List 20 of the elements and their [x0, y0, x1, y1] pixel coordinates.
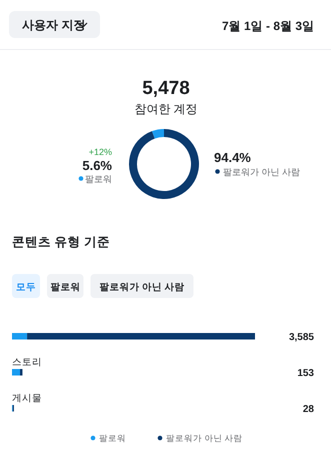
text: +12%	[88, 147, 112, 157]
data-label: 94.4%	[214, 150, 252, 165]
legend-label: 팔로워	[99, 433, 126, 443]
text: 153	[297, 368, 314, 379]
legend-label: 팔로워가 아닌 사람	[223, 167, 300, 177]
y-tick-label: 게시물	[12, 393, 42, 404]
text: 3,585	[288, 332, 314, 343]
text: 28	[302, 404, 314, 415]
data-label: 5.6%	[82, 158, 112, 173]
y-tick-label: 스토리	[12, 357, 42, 368]
tab: 모두	[12, 274, 40, 298]
legend-label: 팔로워가 아닌 사람	[166, 433, 243, 443]
legend-label: 팔로워	[85, 174, 112, 184]
text: 7월 1일 - 8월 3일	[222, 19, 314, 33]
tab: 팔로워가 아닌 사람	[90, 274, 194, 298]
chart-title: 5,478	[142, 78, 190, 99]
text: 사용자 지정	[22, 18, 86, 32]
tab: 팔로워	[47, 274, 84, 298]
chart-subtitle: 참여한 계정	[134, 102, 198, 116]
chart-title: 콘텐츠 유형 기준	[12, 235, 110, 249]
